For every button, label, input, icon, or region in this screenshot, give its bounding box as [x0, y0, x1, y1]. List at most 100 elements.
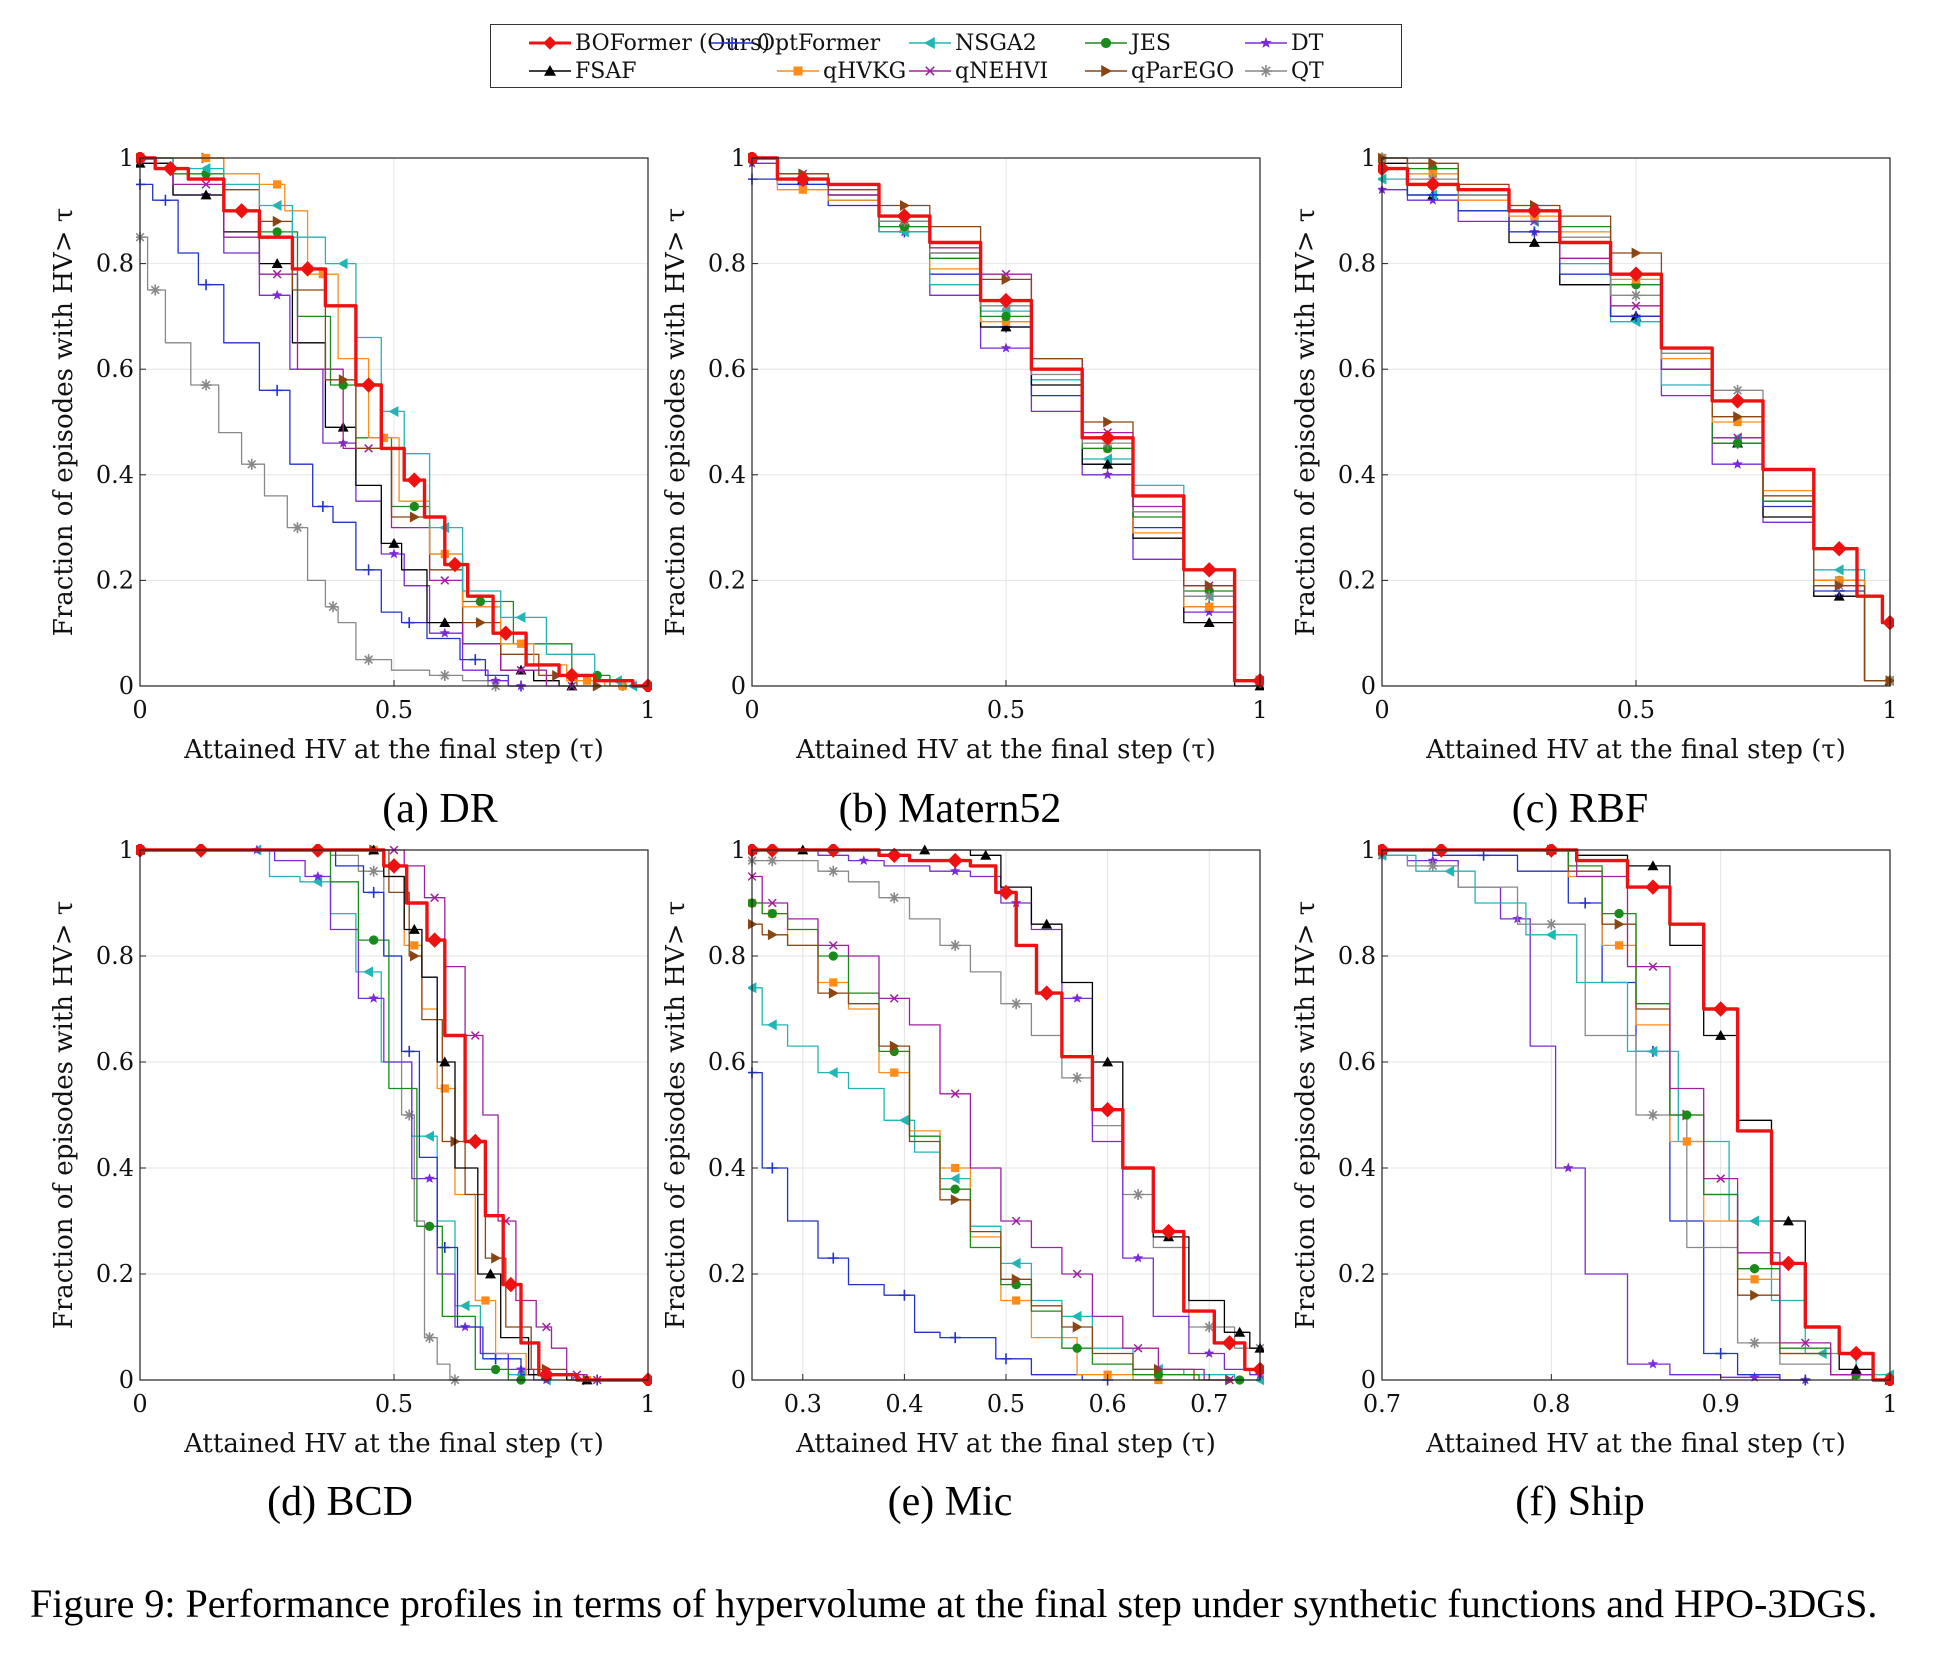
data-point-qt	[1630, 289, 1642, 301]
data-point-nsga2	[271, 200, 282, 212]
data-point-qt	[1427, 860, 1439, 872]
data-point-boformer-ours	[162, 160, 179, 177]
data-point-fsaf	[388, 537, 400, 548]
data-point-qnehvi	[767, 898, 777, 908]
data-point-boformer-ours	[564, 667, 580, 684]
data-point-dt	[1732, 458, 1743, 469]
data-point-nsga2	[949, 1173, 960, 1185]
data-point-qnehvi	[828, 941, 838, 950]
series-group	[136, 844, 652, 1386]
figure-charts: 0 0.5 1 0 0.2 0.4 0.6 0.8 1 Attained HV at the fi…	[49, 144, 1898, 1459]
x-tick-label: 0.5	[375, 696, 413, 724]
data-point-qparego	[1733, 411, 1744, 423]
data-point-optformer	[1579, 897, 1591, 909]
data-point-optformer	[1715, 1348, 1727, 1359]
y-axis-label: Fraction of episodes with HV> τ	[1291, 901, 1321, 1329]
data-point-optformer	[368, 886, 380, 898]
x-tick-label: 1	[1882, 1390, 1897, 1418]
y-tick-label: 0.2	[96, 566, 134, 594]
data-point-optformer	[200, 279, 212, 291]
x-tick-label: 0	[132, 1390, 147, 1418]
data-point-nsga2	[898, 1114, 909, 1126]
panel-caption-d: (d) BCD	[267, 1479, 413, 1525]
data-point-qnehvi	[1072, 1269, 1082, 1279]
legend-item-dt: DT	[1243, 30, 1323, 56]
y-tick-label: 0.8	[96, 250, 134, 278]
series-line-optformer	[752, 1071, 1108, 1381]
data-point-qnehvi	[516, 665, 526, 675]
data-point-qparego	[272, 215, 283, 227]
y-tick-label: 0.4	[96, 1154, 134, 1182]
data-point-boformer-ours	[947, 852, 963, 869]
data-point-qparego	[1614, 918, 1625, 930]
y-tick-label: 1	[1361, 836, 1376, 864]
data-point-qnehvi	[272, 269, 282, 279]
data-point-boformer-ours	[503, 1276, 519, 1293]
series-line-boformer-ours	[140, 156, 648, 688]
data-point-qhvkg	[829, 978, 838, 987]
data-point-qparego	[767, 929, 778, 941]
data-point-dt	[1132, 1252, 1144, 1263]
data-point-qparego	[950, 1194, 961, 1206]
y-tick-label: 0.6	[96, 1048, 134, 1076]
x-axis-label: Attained HV at the final step (τ)	[183, 1429, 604, 1459]
data-point-dt	[1427, 855, 1438, 865]
data-point-qparego	[409, 511, 420, 523]
legend-item-nsga2: NSGA2	[907, 30, 1037, 56]
y-tick-label: 1	[119, 836, 134, 864]
y-tick-label: 0	[119, 672, 134, 700]
data-point-qt	[291, 522, 303, 534]
data-point-dt	[1563, 1162, 1574, 1173]
series-line-dt	[752, 849, 1260, 1376]
data-point-qt	[1545, 918, 1557, 930]
y-tick-label: 0	[731, 1366, 746, 1394]
legend-marker	[793, 66, 803, 76]
data-point-jes	[1732, 438, 1743, 448]
y-tick-label: 0.4	[1338, 1154, 1376, 1182]
series-group	[748, 152, 1264, 691]
data-point-boformer-ours	[1425, 176, 1441, 193]
data-point-qnehvi	[1011, 1216, 1021, 1226]
data-point-nsga2	[766, 1019, 777, 1031]
data-point-nsga2	[363, 966, 373, 978]
y-tick-label: 0.4	[1338, 461, 1376, 489]
panel-caption-f: (f) Ship	[1515, 1479, 1645, 1525]
data-point-qparego	[552, 669, 563, 681]
data-point-boformer-ours	[498, 625, 514, 641]
data-point-dt	[490, 675, 501, 686]
data-point-nsga2	[515, 611, 526, 623]
data-point-nsga2	[459, 1300, 470, 1312]
data-point-fsaf	[1647, 860, 1659, 871]
legend-label: qHVKG	[823, 58, 907, 84]
data-point-qt	[888, 892, 900, 904]
x-tick-label: 0.7	[1363, 1390, 1401, 1418]
data-point-qt	[368, 865, 380, 877]
data-point-qhvkg	[798, 185, 807, 194]
figure-caption: Figure 9: Performance profiles in terms …	[30, 1581, 1878, 1626]
data-point-boformer-ours	[1831, 541, 1847, 557]
data-point-fsaf	[1000, 321, 1012, 332]
data-point-qnehvi	[1716, 1174, 1726, 1183]
data-point-optformer	[271, 384, 283, 396]
x-tick-label: 1	[1252, 696, 1267, 724]
y-tick-label: 1	[119, 144, 134, 172]
legend-marker	[1260, 65, 1272, 77]
data-point-qparego	[1011, 1273, 1022, 1285]
data-point-jes	[409, 501, 419, 512]
data-point-qparego	[1103, 416, 1114, 428]
data-point-fsaf	[1203, 617, 1215, 628]
data-point-qnehvi	[1648, 962, 1658, 971]
data-point-dt	[368, 992, 379, 1003]
data-point-boformer-ours	[386, 858, 402, 874]
data-point-qt	[1203, 1321, 1215, 1333]
data-point-jes	[1001, 311, 1011, 322]
data-point-fsaf	[1782, 1215, 1794, 1226]
data-point-dt	[1749, 1371, 1760, 1382]
chart-panel-4: 0 0.5 1 0 0.2 0.4 0.6 0.8 1 Attained HV at the fi…	[49, 836, 656, 1459]
x-tick-label: 1	[640, 1390, 655, 1418]
legend-marker	[925, 66, 935, 76]
legend-item-jes: JES	[1083, 30, 1171, 56]
x-axis-label: Attained HV at the final step (τ)	[183, 735, 604, 765]
y-tick-label: 0.6	[96, 355, 134, 383]
data-point-qparego	[338, 374, 349, 386]
